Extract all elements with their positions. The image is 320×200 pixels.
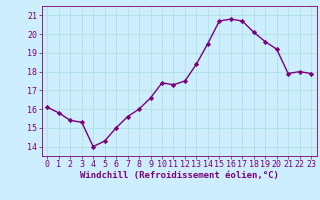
X-axis label: Windchill (Refroidissement éolien,°C): Windchill (Refroidissement éolien,°C)	[80, 171, 279, 180]
